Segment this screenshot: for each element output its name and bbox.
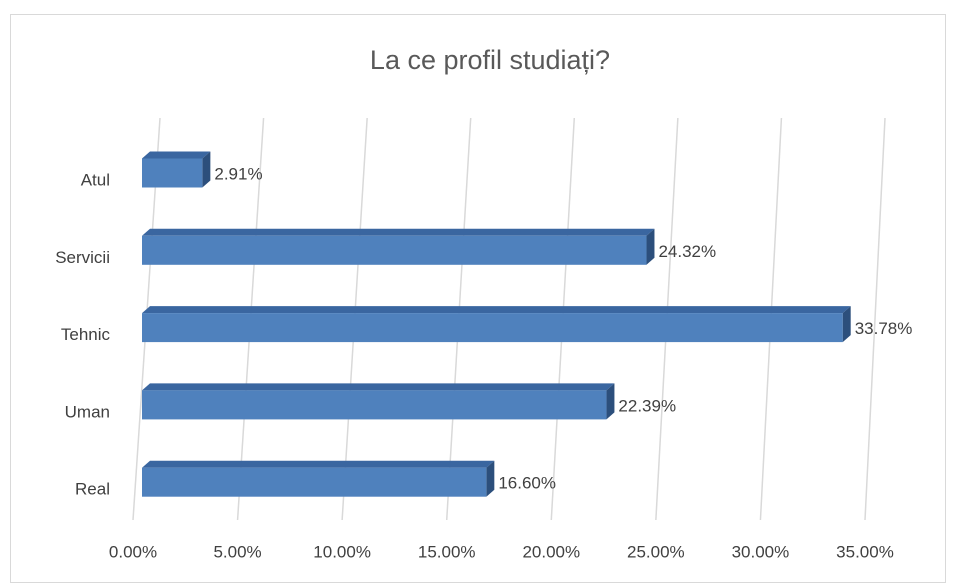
- grid-line: [864, 117, 886, 521]
- data-label: 24.32%: [658, 242, 716, 261]
- bar-top: [142, 306, 851, 314]
- data-label: 33.78%: [855, 319, 913, 338]
- bar-top: [142, 151, 211, 159]
- bar: [142, 158, 203, 188]
- y-tick-label: Tehnic: [61, 325, 111, 344]
- bar: [142, 467, 487, 497]
- bar-side: [486, 460, 495, 497]
- bar: [142, 390, 607, 420]
- bar: [142, 235, 647, 265]
- bar-top: [142, 460, 495, 468]
- chart-border: [10, 14, 946, 583]
- data-label: 2.91%: [214, 164, 262, 183]
- bar: [142, 313, 843, 343]
- bar-side: [202, 151, 211, 188]
- x-tick-label: 0.00%: [109, 542, 157, 561]
- bar-side: [606, 383, 615, 420]
- data-label: 22.39%: [618, 396, 676, 415]
- x-tick-label: 15.00%: [418, 542, 476, 561]
- chart-title: La ce profil studiați?: [370, 45, 610, 75]
- bar-top: [142, 383, 615, 391]
- y-tick-label: Atul: [81, 170, 110, 189]
- x-tick-label: 30.00%: [732, 542, 790, 561]
- bar-side: [646, 228, 655, 265]
- y-tick-label: Real: [75, 480, 110, 499]
- bar-top: [142, 228, 655, 236]
- x-tick-label: 5.00%: [213, 542, 261, 561]
- y-tick-label: Uman: [65, 402, 110, 421]
- bar-side: [842, 306, 851, 343]
- x-tick-label: 10.00%: [313, 542, 371, 561]
- x-tick-label: 25.00%: [627, 542, 685, 561]
- x-tick-label: 20.00%: [522, 542, 580, 561]
- y-tick-label: Servicii: [55, 248, 110, 267]
- x-tick-label: 35.00%: [836, 542, 894, 561]
- data-label: 16.60%: [498, 474, 556, 493]
